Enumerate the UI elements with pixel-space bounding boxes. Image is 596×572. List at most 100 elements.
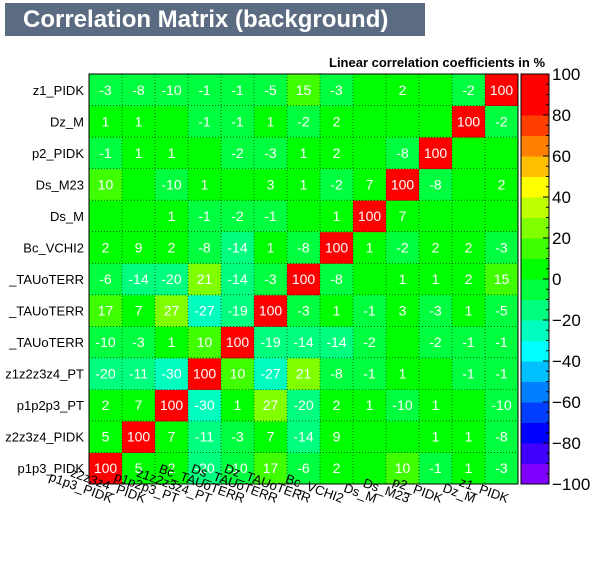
cell-value-label: 1 [432, 397, 440, 413]
heatmap-cell [254, 105, 288, 138]
color-scale: 100 80 60 40 20 0 −20 −40 −60 −80 −100 [520, 65, 590, 494]
cell-value-label: -3 [297, 303, 310, 319]
heatmap-cell [287, 389, 321, 422]
heatmap-cell [89, 420, 123, 453]
cell-value-label: -1 [363, 303, 376, 319]
color-scale-segment [521, 299, 549, 321]
plot-frame [88, 73, 519, 485]
cell-value-label: 100 [193, 366, 217, 382]
cell-value-label: -27 [194, 303, 214, 319]
heatmap-cell [452, 263, 486, 296]
heatmap-cell [287, 263, 321, 296]
cell-value-label: -1 [231, 82, 244, 98]
cell-value-label: 100 [424, 145, 448, 161]
color-scale-segment [521, 115, 549, 136]
heatmap-cell [188, 105, 222, 138]
cell-value-label: 1 [135, 145, 143, 161]
color-scale-segment [521, 320, 549, 341]
cell-value-label: 1 [300, 176, 308, 192]
heatmap-cell [353, 326, 387, 359]
cell-value-label: 100 [226, 334, 250, 350]
cell-value-label: 1 [432, 429, 440, 445]
heatmap-cell [254, 200, 288, 233]
heatmap-cell [452, 168, 486, 201]
heatmap-cell [254, 263, 288, 296]
cell-value-label: 5 [102, 429, 110, 445]
heatmap-cell [89, 294, 123, 327]
heatmap-cell [485, 200, 519, 233]
heatmap-cell [320, 357, 354, 390]
color-scale-segment [521, 176, 549, 198]
cell-value-label: 1 [267, 239, 275, 255]
heatmap-cell [485, 420, 519, 453]
heatmap-cell [89, 452, 123, 485]
heatmap-cell [221, 74, 255, 107]
color-scale-tick-label: 80 [552, 106, 571, 125]
heatmap-cell [485, 294, 519, 327]
color-scale-tick-label: −100 [552, 475, 590, 494]
cell-value-label: 2 [102, 397, 110, 413]
y-tick-label: z1z2z3z4_PT [5, 367, 84, 382]
heatmap-cell [485, 231, 519, 264]
heatmap-cell [254, 231, 288, 264]
heatmap-cell [89, 357, 123, 390]
cell-value-label: 1 [465, 429, 473, 445]
y-tick-label: _TAUoTERR [8, 304, 84, 319]
heatmap-cell [353, 294, 387, 327]
heatmap-cell [452, 105, 486, 138]
cell-value-label: -1 [363, 366, 376, 382]
heatmap-cell [155, 389, 189, 422]
cell-value-label: -8 [297, 239, 310, 255]
cell-value-label: 21 [296, 366, 312, 382]
color-scale-segment [521, 443, 549, 464]
heatmap-cell [89, 263, 123, 296]
cell-value-label: -3 [132, 334, 145, 350]
cell-value-label: 1 [168, 208, 176, 224]
cell-value-label: -10 [161, 82, 181, 98]
cell-value-label: -6 [297, 460, 310, 476]
cell-value-label: -10 [491, 397, 511, 413]
heatmap-cell [122, 357, 156, 390]
heatmap-cell [452, 294, 486, 327]
cell-value-label: -20 [95, 366, 115, 382]
heatmap-cell [122, 452, 156, 485]
heatmap-cell [221, 105, 255, 138]
heatmap-cell [419, 105, 453, 138]
cell-value-label: -19 [260, 334, 280, 350]
heatmap-cell [254, 168, 288, 201]
color-scale-tick-label: −20 [552, 311, 581, 330]
cell-value-label: 1 [465, 303, 473, 319]
cell-value-label: -1 [495, 366, 508, 382]
heatmap-cell [155, 263, 189, 296]
heatmap-cell [419, 231, 453, 264]
heatmap-cell [254, 389, 288, 422]
heatmap-cell [353, 74, 387, 107]
heatmap-cell [122, 137, 156, 170]
heatmap-cell [419, 452, 453, 485]
cell-value-label: -20 [293, 397, 313, 413]
heatmap-cell [452, 231, 486, 264]
cell-value-label: -2 [396, 239, 409, 255]
heatmap-cell [254, 357, 288, 390]
cell-value-label: -5 [495, 303, 508, 319]
cell-value-label: 10 [197, 334, 213, 350]
heatmap-cell [485, 137, 519, 170]
cell-value-label: 2 [333, 397, 341, 413]
cell-value-label: -3 [429, 303, 442, 319]
heatmap-cell [452, 74, 486, 107]
heatmap-cell [254, 326, 288, 359]
heatmap-cell [320, 420, 354, 453]
color-scale-tick-label: 100 [552, 65, 580, 84]
heatmap-cell [485, 326, 519, 359]
cell-value-label: 2 [333, 145, 341, 161]
y-tick-label: Dz_M [50, 114, 84, 129]
color-scale-segment [521, 94, 549, 116]
cell-value-label: 1 [234, 397, 242, 413]
color-scale-tick-label: 20 [552, 229, 571, 248]
cell-value-label: 1 [366, 239, 374, 255]
heatmap-cell [386, 105, 420, 138]
heatmap-cell [353, 137, 387, 170]
heatmap-cell [419, 263, 453, 296]
heatmap-cell [188, 452, 222, 485]
cell-value-label: -10 [95, 334, 115, 350]
